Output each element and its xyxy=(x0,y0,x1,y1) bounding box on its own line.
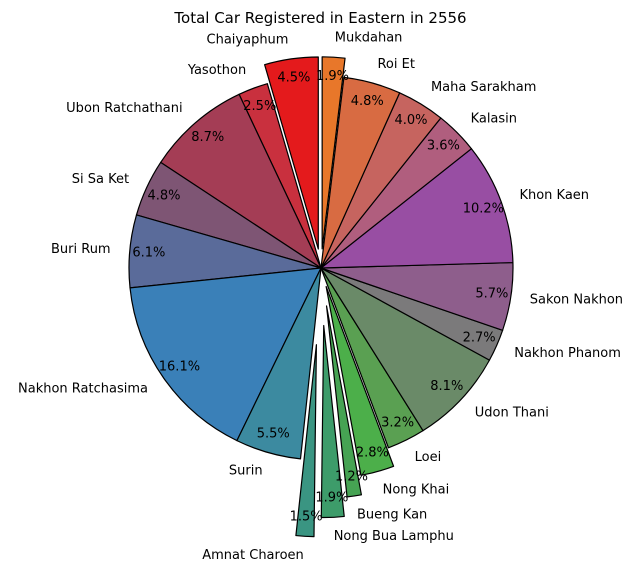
pct-nakhon-phanom: 2.7% xyxy=(463,330,496,345)
pct-nong-khai: 2.8% xyxy=(356,446,389,461)
label-surin: Surin xyxy=(229,463,263,478)
label-yasothon: Yasothon xyxy=(187,63,246,78)
pct-ubon-ratchathani: 8.7% xyxy=(191,130,224,145)
pct-si-sa-ket: 4.8% xyxy=(148,188,181,203)
pct-buri-rum: 6.1% xyxy=(132,245,165,260)
pct-chaiyaphum: 4.5% xyxy=(277,70,310,85)
pct-nong-bua-lamphu: 1.9% xyxy=(315,491,348,506)
slice-udon-thani xyxy=(320,267,491,432)
label-kalasin: Kalasin xyxy=(471,111,517,126)
slice-chaiyaphum xyxy=(264,56,319,250)
label-maha-sarakham: Maha Sarakham xyxy=(431,80,536,95)
slice-amnat-charoen xyxy=(295,344,318,538)
slice-khon-kaen xyxy=(320,148,514,269)
label-ubon-ratchathani: Ubon Ratchathani xyxy=(66,101,182,116)
slice-nong-khai xyxy=(325,285,395,476)
label-amnat-charoen: Amnat Charoen xyxy=(202,548,304,563)
label-si-sa-ket: Si Sa Ket xyxy=(72,172,129,187)
pct-kalasin: 3.6% xyxy=(427,139,460,154)
label-chaiyaphum: Chaiyaphum xyxy=(207,32,289,47)
pie-labels: Chaiyaphum 4.5% Yasothon 2.5% Ubon Ratchatha… xyxy=(18,31,623,563)
slice-nakhon-ratchasima xyxy=(129,267,322,442)
pct-bueng-kan: 1.2% xyxy=(335,469,368,484)
pct-udon-thani: 8.1% xyxy=(430,379,463,394)
slice-roi-et xyxy=(320,76,401,269)
pie-slices xyxy=(128,56,514,538)
label-buri-rum: Buri Rum xyxy=(51,242,111,257)
label-nong-bua-lamphu: Nong Bua Lamphu xyxy=(334,529,454,544)
label-bueng-kan: Bueng Kan xyxy=(357,507,427,522)
label-khon-kaen: Khon Kaen xyxy=(519,188,589,203)
label-nakhon-phanom: Nakhon Phanom xyxy=(514,346,621,361)
slice-ubon-ratchathani xyxy=(160,93,322,269)
slice-surin xyxy=(236,267,322,460)
label-roi-et: Roi Et xyxy=(377,57,414,72)
pct-mukdahan: 1.9% xyxy=(316,69,349,84)
pct-yasothon: 2.5% xyxy=(243,99,276,114)
chart-title: Total Car Registered in Eastern in 2556 xyxy=(173,9,466,27)
pct-maha-sarakham: 4.0% xyxy=(394,113,427,128)
pct-surin: 5.5% xyxy=(257,427,290,442)
pct-nakhon-ratchasima: 16.1% xyxy=(159,360,200,375)
pct-roi-et: 4.8% xyxy=(351,94,384,109)
label-nakhon-ratchasima: Nakhon Ratchasima xyxy=(18,382,148,397)
pct-amnat-charoen: 1.5% xyxy=(290,510,323,525)
slice-mukdahan xyxy=(321,56,346,250)
slice-nong-bua-lamphu xyxy=(320,324,345,519)
pct-loei: 3.2% xyxy=(381,415,414,430)
label-mukdahan: Mukdahan xyxy=(335,31,403,46)
pct-sakon-nakhon: 5.7% xyxy=(475,287,508,302)
label-loei: Loei xyxy=(415,450,442,465)
label-udon-thani: Udon Thani xyxy=(475,405,549,420)
pct-khon-kaen: 10.2% xyxy=(463,201,504,216)
slice-bueng-kan xyxy=(325,305,363,498)
label-sakon-nakhon: Sakon Nakhon xyxy=(530,292,623,307)
label-nong-khai: Nong Khai xyxy=(383,483,450,498)
